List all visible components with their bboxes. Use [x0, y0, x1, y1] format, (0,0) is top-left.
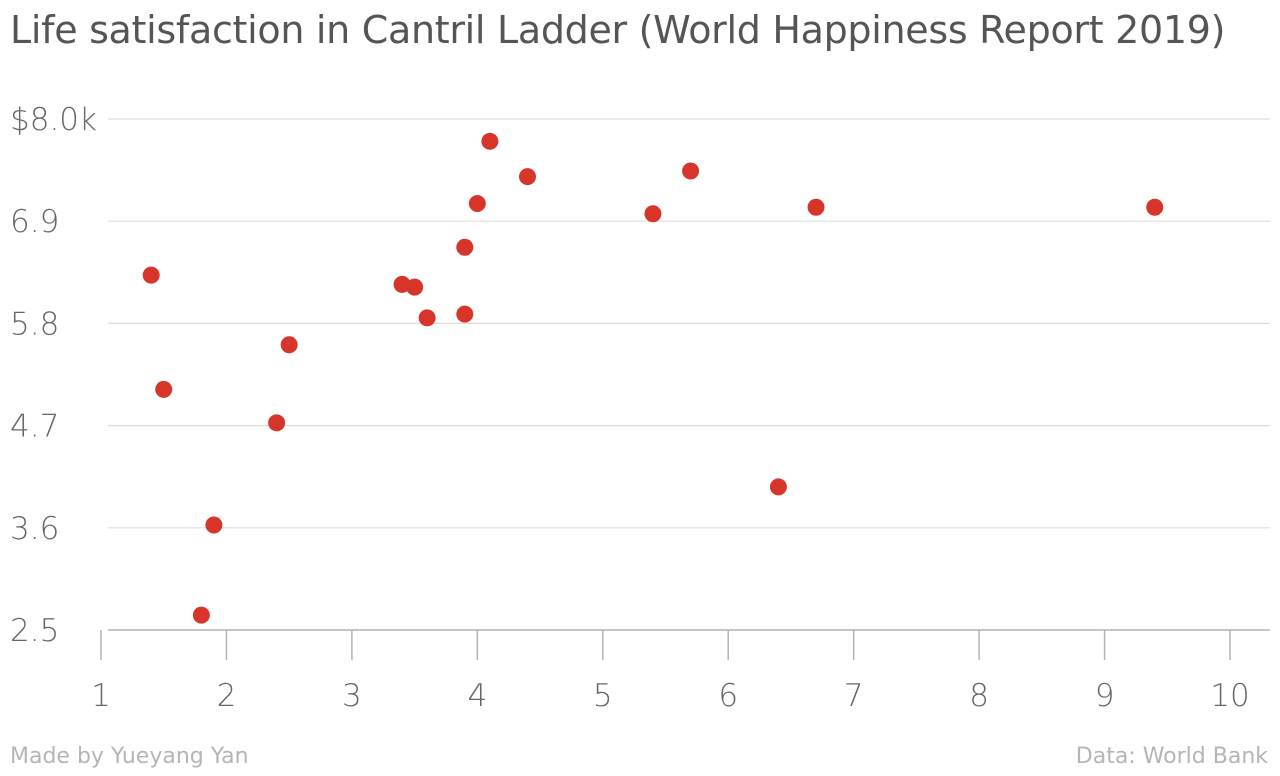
y-tick-label: 6.9 — [10, 204, 59, 240]
x-tick-label: 2 — [217, 678, 237, 714]
data-point[interactable] — [468, 195, 486, 213]
data-point[interactable] — [1146, 198, 1164, 216]
y-axis-labels: 2.5 3.6 4.7 5.8 6.9 $8.0k — [10, 102, 97, 649]
data-points — [142, 132, 1164, 624]
data-point[interactable] — [280, 336, 298, 354]
data-point[interactable] — [682, 162, 700, 180]
data-point[interactable] — [456, 305, 474, 323]
x-tick-label: 4 — [467, 678, 487, 714]
data-point[interactable] — [205, 516, 223, 534]
data-point[interactable] — [406, 278, 424, 296]
y-tick-label: 5.8 — [10, 306, 59, 342]
y-tick-label: 3.6 — [10, 511, 59, 547]
x-tick-label: 7 — [844, 678, 864, 714]
data-point[interactable] — [418, 309, 436, 327]
x-tick-label: 9 — [1095, 678, 1115, 714]
footer-source: Data: World Bank — [1075, 744, 1268, 769]
footer-credit: Made by Yueyang Yan — [10, 744, 249, 769]
x-tick-label: 8 — [969, 678, 989, 714]
y-tick-label: $8.0k — [10, 102, 97, 138]
x-tick-label: 3 — [342, 678, 362, 714]
y-tick-label: 2.5 — [10, 613, 59, 649]
y-tick-label: 4.7 — [10, 409, 59, 445]
grid-lines — [108, 118, 1270, 631]
data-point[interactable] — [769, 478, 787, 496]
x-tick-label: 1 — [91, 678, 111, 714]
data-point[interactable] — [644, 205, 662, 223]
x-tick-label: 10 — [1210, 678, 1249, 714]
data-point[interactable] — [142, 266, 160, 284]
data-point[interactable] — [456, 238, 474, 256]
data-point[interactable] — [519, 168, 537, 186]
x-axis-labels: 1 2 3 4 5 6 7 8 9 10 — [91, 678, 1250, 714]
x-tick-label: 5 — [593, 678, 613, 714]
data-point[interactable] — [192, 606, 210, 624]
chart-title: Life satisfaction in Cantril Ladder (Wor… — [10, 8, 1226, 52]
x-axis — [100, 630, 1231, 660]
data-point[interactable] — [481, 132, 499, 150]
data-point[interactable] — [268, 414, 286, 432]
x-tick-label: 6 — [718, 678, 738, 714]
data-point[interactable] — [807, 198, 825, 216]
data-point[interactable] — [155, 380, 173, 398]
